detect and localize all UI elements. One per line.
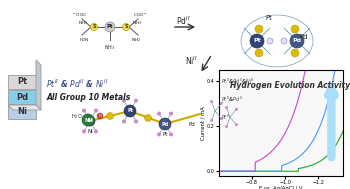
Circle shape bbox=[210, 119, 213, 122]
Text: Pd: Pd bbox=[161, 122, 169, 126]
FancyBboxPatch shape bbox=[8, 105, 36, 119]
X-axis label: E vs. Ag/AgCl / V: E vs. Ag/AgCl / V bbox=[259, 186, 303, 189]
Text: H$_2$O: H$_2$O bbox=[71, 113, 83, 122]
Text: Pt: Pt bbox=[17, 77, 27, 87]
Text: NH$_3$: NH$_3$ bbox=[104, 43, 116, 52]
Y-axis label: Current / mA: Current / mA bbox=[201, 106, 205, 140]
Text: Pt: Pt bbox=[107, 25, 113, 29]
Circle shape bbox=[169, 132, 173, 136]
Text: $Pt^{II}$&$Pd^{II}$&$Ni^{II}$: $Pt^{II}$&$Pd^{II}$&$Ni^{II}$ bbox=[221, 77, 255, 86]
Text: Ni: Ni bbox=[87, 119, 93, 123]
Text: Ni: Ni bbox=[85, 118, 91, 122]
Text: Ni: Ni bbox=[17, 108, 27, 116]
Text: Pd: Pd bbox=[188, 122, 195, 127]
Circle shape bbox=[122, 23, 130, 30]
Text: Pt: Pt bbox=[253, 39, 261, 43]
Text: O: O bbox=[98, 114, 101, 118]
Text: $Pt^{II}$&$Pd^{II}$: $Pt^{II}$&$Pd^{II}$ bbox=[221, 94, 243, 104]
Text: Pt: Pt bbox=[127, 108, 133, 114]
Text: $^-$OOC: $^-$OOC bbox=[72, 12, 88, 19]
Text: Pt: Pt bbox=[162, 132, 168, 137]
Circle shape bbox=[281, 38, 287, 44]
Text: NH$_2$: NH$_2$ bbox=[131, 36, 141, 44]
Circle shape bbox=[250, 34, 264, 48]
Circle shape bbox=[91, 23, 98, 30]
Circle shape bbox=[134, 119, 138, 123]
Circle shape bbox=[157, 132, 161, 136]
FancyBboxPatch shape bbox=[8, 75, 36, 89]
Circle shape bbox=[267, 38, 273, 44]
Circle shape bbox=[291, 25, 299, 33]
Circle shape bbox=[134, 99, 138, 103]
Circle shape bbox=[157, 112, 161, 116]
Text: NH$_3$: NH$_3$ bbox=[78, 19, 88, 27]
Circle shape bbox=[220, 102, 223, 105]
Text: Ni: Ni bbox=[87, 129, 93, 134]
Text: Ni$^{II}$: Ni$^{II}$ bbox=[185, 55, 198, 67]
Circle shape bbox=[122, 119, 126, 123]
Text: Pd: Pd bbox=[293, 39, 301, 43]
Polygon shape bbox=[36, 60, 41, 110]
Circle shape bbox=[290, 34, 304, 48]
Circle shape bbox=[97, 113, 103, 119]
Circle shape bbox=[291, 49, 299, 57]
Circle shape bbox=[124, 105, 136, 117]
Circle shape bbox=[235, 123, 238, 126]
Text: Pd: Pd bbox=[299, 34, 308, 40]
Text: NH$_3$: NH$_3$ bbox=[132, 19, 142, 27]
Circle shape bbox=[85, 116, 95, 126]
Text: Pd$^{II}$: Pd$^{II}$ bbox=[176, 15, 190, 27]
Text: Hydrogen Evolution Activity: Hydrogen Evolution Activity bbox=[230, 81, 350, 91]
Text: $Pt^{II}$ & $Pd^{II}$ & $Ni^{II}$: $Pt^{II}$ & $Pd^{II}$ & $Ni^{II}$ bbox=[46, 78, 108, 90]
Circle shape bbox=[122, 99, 126, 103]
Circle shape bbox=[82, 109, 86, 113]
Circle shape bbox=[235, 108, 238, 111]
Text: Pd: Pd bbox=[16, 92, 28, 101]
Circle shape bbox=[94, 129, 98, 133]
Text: S: S bbox=[124, 25, 128, 29]
Circle shape bbox=[94, 109, 98, 113]
Text: COO$^-$: COO$^-$ bbox=[133, 12, 147, 19]
Text: H$_2$N: H$_2$N bbox=[79, 36, 89, 44]
Circle shape bbox=[225, 106, 228, 109]
Circle shape bbox=[82, 114, 94, 126]
Circle shape bbox=[106, 112, 113, 119]
Circle shape bbox=[159, 118, 171, 130]
Text: All Group 10 Metals: All Group 10 Metals bbox=[46, 92, 130, 101]
FancyBboxPatch shape bbox=[8, 90, 36, 104]
Circle shape bbox=[220, 117, 223, 120]
Text: $Pt^{II}$: $Pt^{II}$ bbox=[221, 113, 230, 122]
Circle shape bbox=[225, 125, 228, 128]
Polygon shape bbox=[8, 105, 41, 110]
Circle shape bbox=[82, 129, 86, 133]
Circle shape bbox=[169, 112, 173, 116]
Circle shape bbox=[145, 115, 152, 122]
Circle shape bbox=[210, 100, 213, 103]
Circle shape bbox=[255, 25, 263, 33]
Circle shape bbox=[255, 49, 263, 57]
Text: Pt: Pt bbox=[266, 15, 272, 21]
Text: S: S bbox=[92, 25, 96, 29]
Circle shape bbox=[105, 22, 115, 32]
